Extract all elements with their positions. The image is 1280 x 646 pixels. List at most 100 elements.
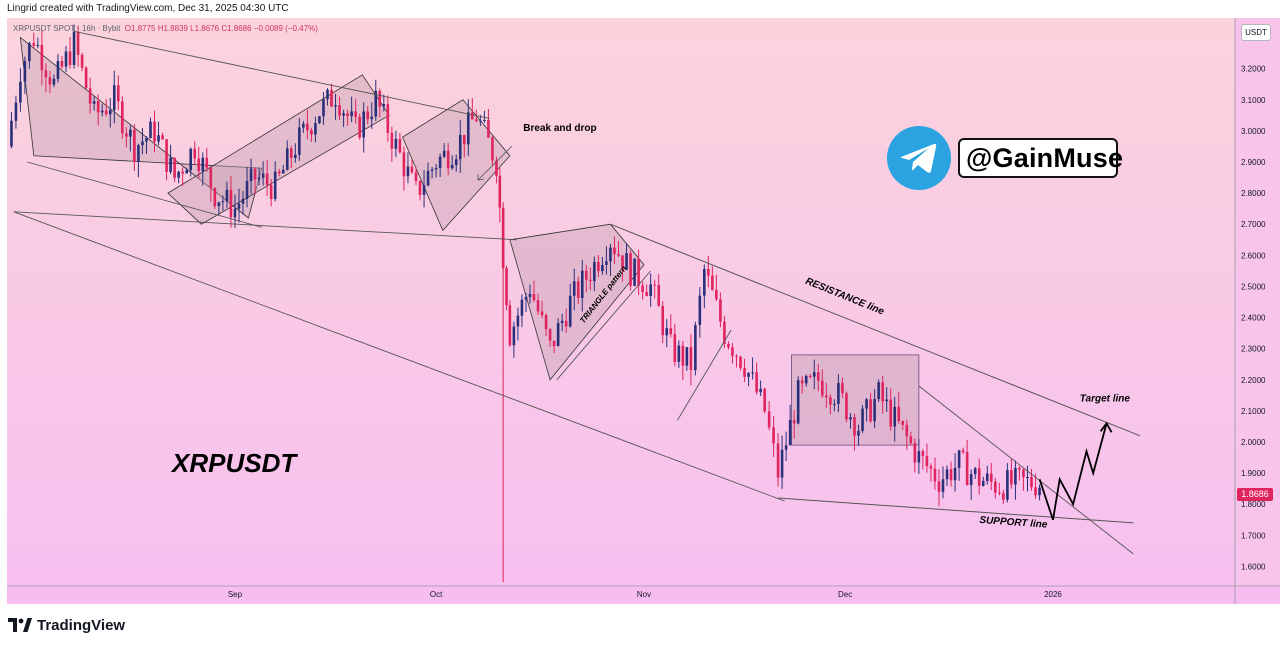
candle-body [605,261,608,265]
candle-body [366,111,370,120]
candle-body [633,258,636,286]
candle-body [241,198,245,204]
candle-body [209,167,213,189]
candles [10,24,1041,582]
candle-body [121,101,124,134]
price-tick-label: 3.2000 [1241,65,1266,74]
candle-body [197,158,201,172]
candle-body [901,420,905,425]
candle-body [133,129,136,162]
candle-body [767,411,771,428]
candle-body [422,185,426,195]
candle-body [792,420,796,424]
candle-body [233,208,237,218]
candle-body [277,171,281,174]
candle-body [739,356,742,369]
time-tick-label: Nov [637,590,651,599]
candle-body [104,110,108,115]
candle-body [402,152,406,177]
candle-body [735,355,738,357]
currency-label[interactable]: USDT [1241,24,1271,41]
candle-body [285,148,289,170]
candle-body [552,340,556,347]
candle-body [796,380,800,424]
candle-body [921,451,925,456]
candle-body [505,268,508,306]
candle-body [512,326,516,346]
candle-body [723,321,726,345]
price-tick-label: 2.4000 [1241,314,1266,323]
price-tick-label: 3.0000 [1241,127,1266,136]
candle-body [273,171,277,199]
candle-body [881,382,884,402]
candle-body [342,113,345,116]
candle-body [14,102,18,121]
candle-body [362,111,366,138]
candle-body [613,247,616,255]
candle-body [621,255,624,270]
candle-body [479,120,482,122]
candle-body [289,148,293,158]
candle-body [548,329,552,341]
candle-body [625,253,628,270]
candle-body [759,388,762,393]
candle-body [524,296,528,300]
candle-body [685,347,689,366]
candle-body [358,117,361,138]
tradingview-logo[interactable]: TradingView [8,616,125,634]
candle-body [245,181,249,199]
price-tick-label: 1.6000 [1241,562,1266,571]
candle-body [949,469,953,481]
candle-body [961,450,965,453]
candle-body [788,420,792,446]
candle-body [10,120,13,147]
candle-body [294,154,297,158]
current-price-tag: 1.8686 [1237,488,1273,501]
plot-background [7,18,1235,586]
candle-body [137,145,140,162]
candle-body [19,81,22,103]
candle-body [185,170,188,174]
time-axis[interactable]: Sep Oct Nov Dec 2026 [228,590,1063,599]
candle-body [829,397,832,405]
candle-body [897,406,901,421]
candle-body [941,479,945,492]
candle-body [1002,493,1005,500]
candle-body [471,112,474,120]
candle-body [221,201,225,203]
candle-body [727,344,730,348]
legend-symbol: XRPUSDT SPOT · 16h · Bybit [13,24,121,33]
candle-body [825,395,828,398]
trend-line [918,385,1134,555]
trend-line [778,497,1134,524]
candle-body [937,481,941,492]
candle-body [564,320,568,327]
candle-body [314,123,317,135]
price-axis[interactable]: 3.2000 3.1000 3.0000 2.9000 2.8000 2.7000 2.60… [1241,65,1266,572]
candle-body [981,480,985,486]
candle-body [689,347,693,370]
candle-body [913,442,917,463]
candle-body [334,105,337,107]
candle-body [715,289,718,300]
candle-body [800,380,804,384]
candle-body [318,116,321,124]
candle-body [877,382,880,400]
candle-body [681,345,685,366]
candle-body [338,105,341,116]
candle-body [589,279,592,282]
legend-close: C1.8686 [221,24,252,33]
candle-body [346,113,349,117]
telegram-icon [887,126,951,190]
candle-body [261,173,265,178]
candle-body [145,138,148,142]
time-tick-label: Sep [228,590,243,599]
price-tick-label: 2.1000 [1241,407,1266,416]
candle-body [410,166,414,173]
top-bar: Lingrid created with TradingView.com, De… [0,0,1280,18]
candle-body [585,270,588,280]
candle-body [72,31,76,65]
candle-body [322,99,325,117]
candle-body [673,334,677,362]
